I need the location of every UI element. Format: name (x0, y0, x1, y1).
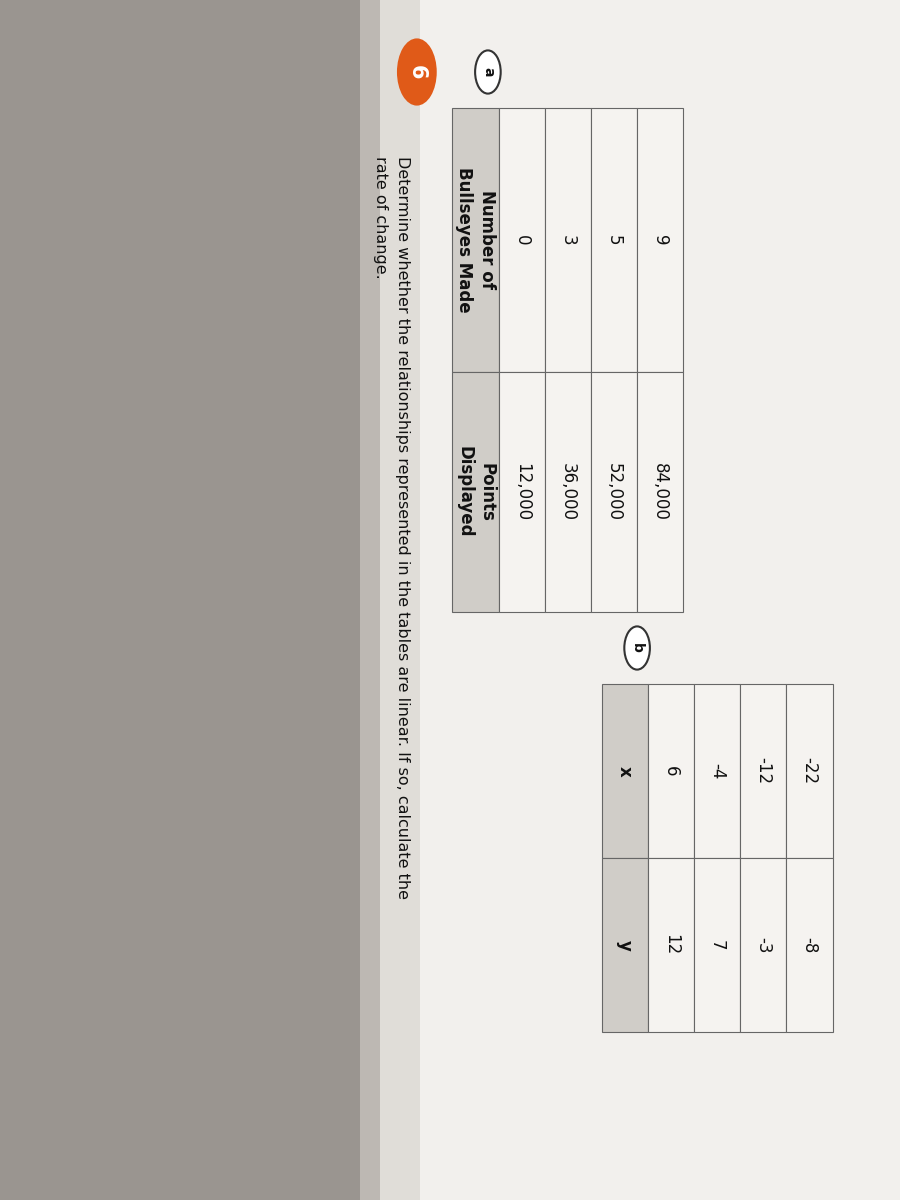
Text: 84,000: 84,000 (652, 463, 670, 521)
Ellipse shape (397, 38, 436, 106)
Text: 7: 7 (708, 940, 726, 950)
Polygon shape (453, 372, 499, 612)
Polygon shape (499, 108, 544, 372)
Text: 5: 5 (605, 235, 623, 245)
Polygon shape (601, 858, 648, 1032)
Text: 36,000: 36,000 (559, 463, 577, 521)
Text: -4: -4 (708, 763, 726, 779)
Ellipse shape (625, 626, 650, 670)
Text: y: y (616, 940, 634, 950)
Polygon shape (637, 372, 683, 612)
Polygon shape (360, 0, 420, 1200)
Text: Determine whether the relationships represented in the tables are linear. If so,: Determine whether the relationships repr… (373, 156, 410, 899)
Polygon shape (591, 108, 637, 372)
Text: 52,000: 52,000 (605, 463, 623, 521)
Polygon shape (453, 108, 499, 372)
Polygon shape (544, 108, 591, 372)
Polygon shape (0, 0, 380, 1200)
Polygon shape (544, 372, 591, 612)
Text: -12: -12 (754, 757, 772, 785)
Polygon shape (360, 0, 900, 1200)
Polygon shape (740, 858, 787, 1032)
Polygon shape (787, 858, 833, 1032)
Text: x: x (616, 766, 634, 776)
Ellipse shape (475, 50, 500, 94)
Polygon shape (601, 684, 648, 858)
Text: 0: 0 (513, 235, 531, 245)
Text: Number of
Bullseyes Made: Number of Bullseyes Made (455, 167, 496, 313)
Text: 12,000: 12,000 (513, 463, 531, 521)
Polygon shape (787, 684, 833, 858)
Polygon shape (694, 858, 740, 1032)
Text: 9: 9 (652, 235, 670, 245)
Polygon shape (591, 372, 637, 612)
Text: 3: 3 (559, 235, 577, 245)
Polygon shape (740, 684, 787, 858)
Text: -8: -8 (800, 937, 818, 953)
Text: b: b (630, 643, 644, 653)
Polygon shape (694, 684, 740, 858)
Text: 6: 6 (407, 65, 427, 79)
Polygon shape (648, 684, 694, 858)
Text: 12: 12 (662, 935, 680, 955)
Text: a: a (481, 67, 495, 77)
Text: 6: 6 (662, 766, 680, 776)
Polygon shape (637, 108, 683, 372)
Text: -22: -22 (800, 757, 818, 785)
Polygon shape (648, 858, 694, 1032)
Text: -3: -3 (754, 937, 772, 953)
Text: Points
Displayed: Points Displayed (455, 446, 496, 538)
Polygon shape (499, 372, 544, 612)
